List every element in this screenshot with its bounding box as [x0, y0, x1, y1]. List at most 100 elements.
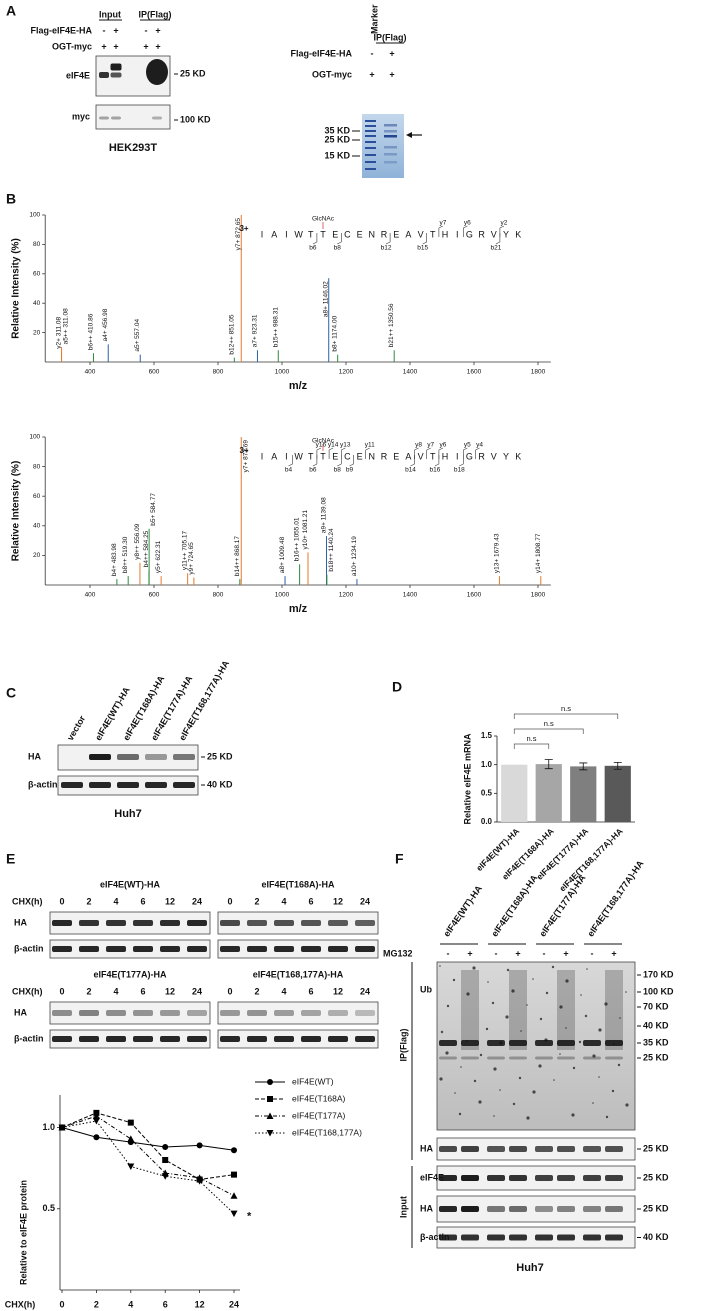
ion-label: y14 [328, 442, 339, 449]
time-label: 0 [59, 986, 64, 996]
charge-state: 3+ [239, 224, 248, 233]
fragment-bracket [385, 233, 391, 245]
time-label: 6 [308, 986, 313, 996]
band [52, 920, 72, 926]
peak-label: b14++ 868.17 [234, 536, 241, 577]
band [173, 754, 195, 760]
x-axis-label: m/z [289, 380, 308, 392]
band [557, 1234, 575, 1241]
y-tick-label: 20 [33, 329, 41, 336]
blot [49, 1029, 211, 1049]
peak-label: a7+ 923.31 [251, 314, 258, 347]
ion-label: y7 [427, 442, 434, 449]
speck [454, 1092, 456, 1094]
y-tick-label: 60 [33, 493, 41, 500]
speck [551, 965, 555, 969]
band [301, 1036, 321, 1042]
band [557, 1206, 575, 1212]
band [509, 1206, 527, 1212]
band [133, 1036, 153, 1042]
peak-label: b12++ 851.05 [228, 314, 235, 355]
residue: Y [503, 451, 509, 461]
blot-label: HA [14, 1007, 27, 1017]
residue: V [491, 229, 497, 239]
band [160, 920, 180, 926]
band [509, 1056, 527, 1060]
band [439, 1040, 457, 1046]
x-tick-label: 4 [128, 1299, 133, 1309]
marker-label: 170 KD [643, 969, 674, 979]
residue: T [308, 229, 314, 239]
fragment-bracket [312, 455, 318, 467]
significance-label: n.s [561, 704, 571, 713]
peak-label: y2+ 311.08 [56, 316, 63, 348]
time-label: 6 [140, 986, 145, 996]
blot-label: β-actin [420, 1232, 450, 1242]
peak-label: b16++ 1055.01 [294, 517, 301, 561]
peak-label: b15++ 988.31 [272, 307, 279, 348]
row-label: CHX(h) [12, 986, 43, 996]
y-tick-label: 40 [33, 300, 41, 307]
speck [472, 966, 476, 970]
band [52, 1036, 72, 1042]
residue: A [271, 229, 277, 239]
speck [619, 1017, 621, 1019]
band [145, 782, 167, 788]
speck [559, 1053, 561, 1055]
speck [586, 968, 588, 970]
gel-band [384, 153, 397, 156]
residue: E [332, 451, 338, 461]
bar [604, 765, 631, 822]
residue: T [320, 229, 326, 239]
marker-label: 100 KD [643, 986, 674, 996]
band [247, 1010, 267, 1016]
residue: K [515, 229, 521, 239]
fragment-bracket [328, 447, 334, 459]
error-bar [544, 759, 553, 770]
fragment-bracket [349, 455, 354, 467]
x-tick-label: 600 [149, 369, 160, 376]
speck [440, 1030, 444, 1034]
residue: R [478, 229, 485, 239]
peak-label: a5++ 311.08 [63, 308, 70, 344]
peak-label: y5+ 622.31 [155, 540, 162, 573]
marker-label: 25 KD [207, 751, 233, 761]
band [355, 920, 375, 926]
x-tick-label: 800 [213, 369, 224, 376]
sign: - [145, 25, 148, 35]
modification-label: GlcNAc [312, 216, 335, 223]
lane-label: vector [65, 713, 87, 742]
y-tick-label: 20 [33, 552, 41, 559]
y-tick-label: 0.5 [42, 1203, 55, 1213]
speck [532, 978, 534, 980]
residue: R [381, 451, 388, 461]
y-tick-label: 0.5 [481, 788, 493, 797]
y-tick-label: 1.0 [42, 1122, 55, 1132]
speck [512, 1102, 516, 1106]
peak-label: b8+ 1174.00 [332, 315, 339, 351]
fragment-bracket [288, 455, 293, 467]
speck [625, 1103, 629, 1107]
blot [49, 911, 211, 935]
ion-label: y13 [340, 442, 351, 449]
band [220, 1010, 240, 1016]
band [152, 116, 162, 120]
band [145, 754, 167, 760]
band [220, 1036, 240, 1042]
speck [460, 1066, 462, 1068]
panel-letter: E [6, 851, 15, 867]
residue: A [405, 229, 411, 239]
ion-label: b6 [309, 467, 317, 474]
time-label: 2 [86, 986, 91, 996]
residue: V [418, 229, 424, 239]
sign: + [611, 948, 616, 958]
ion-label: b21 [490, 245, 501, 252]
band [439, 1175, 457, 1181]
band [52, 946, 72, 952]
blot-label: Ub [420, 984, 432, 994]
lane-label: eIF4E(T168A)-HA [489, 873, 539, 939]
point [196, 1142, 203, 1149]
band [173, 782, 195, 788]
band [557, 1146, 575, 1152]
panel-letter: A [6, 3, 16, 19]
